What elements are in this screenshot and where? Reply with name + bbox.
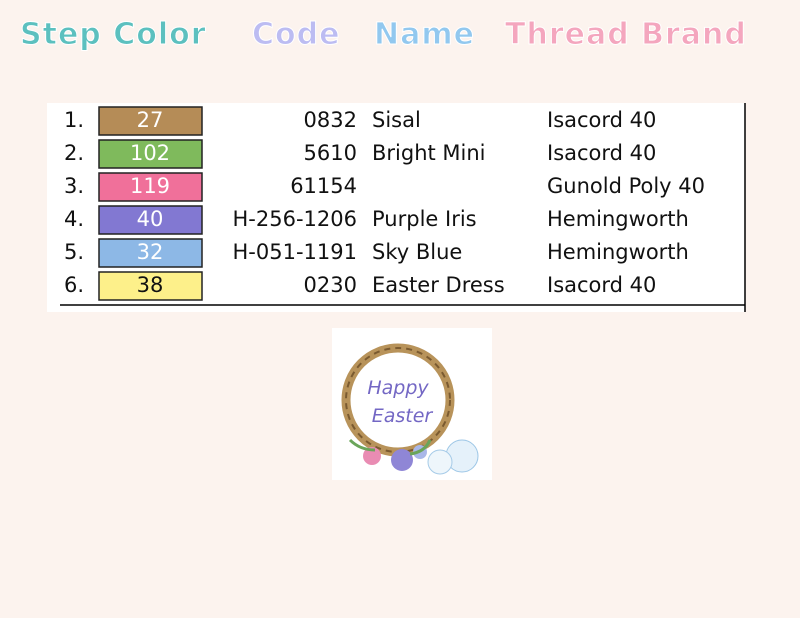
- color-swatch: [98, 106, 203, 136]
- color-swatch: [98, 238, 203, 268]
- step: 2.: [64, 141, 84, 165]
- code: H-256-1206: [233, 207, 357, 231]
- brand: Isacord 40: [547, 141, 656, 165]
- name: Easter Dress: [372, 273, 505, 297]
- brand: Gunold Poly 40: [547, 174, 705, 198]
- flower: [363, 447, 381, 465]
- name: Purple Iris: [372, 207, 477, 231]
- color-swatch: [98, 271, 203, 301]
- color-number: 119: [130, 174, 170, 198]
- code: 0230: [304, 273, 357, 297]
- image-text: Happy: [367, 377, 429, 399]
- name: Sisal: [372, 108, 421, 132]
- name: Bright Mini: [372, 141, 486, 165]
- step: 5.: [64, 240, 84, 264]
- color-swatch: [98, 205, 203, 235]
- header-step-color: Step Color: [20, 17, 207, 52]
- code: H-051-1191: [233, 240, 357, 264]
- table: 1. 27 0832 Sisal Isacord 40 2. 102 5610 Bright M…: [64, 106, 705, 301]
- color-number: 102: [130, 141, 170, 165]
- code: 5610: [304, 141, 357, 165]
- step: 4.: [64, 207, 84, 231]
- leaves: [348, 438, 432, 456]
- color-number: 32: [137, 240, 164, 264]
- header-thread-brand: Thread Brand: [505, 17, 747, 52]
- name: Sky Blue: [372, 240, 462, 264]
- color-number: 40: [137, 207, 164, 231]
- step: 6.: [64, 273, 84, 297]
- step: 3.: [64, 174, 84, 198]
- image-text: Easter: [372, 405, 434, 427]
- brand: Isacord 40: [547, 273, 656, 297]
- color-swatch: [98, 172, 203, 202]
- color-number: 38: [137, 273, 164, 297]
- header-code: Code: [252, 17, 340, 52]
- easter-wreath-image: Happy Easter: [332, 328, 492, 480]
- flower: [391, 449, 413, 471]
- brand: Isacord 40: [547, 108, 656, 132]
- color-swatch: [98, 139, 203, 169]
- code: 61154: [290, 174, 357, 198]
- egg: [427, 449, 453, 475]
- color-number: 27: [137, 108, 164, 132]
- brand: Hemingworth: [547, 240, 689, 264]
- brand: Hemingworth: [547, 207, 689, 231]
- step: 1.: [64, 108, 84, 132]
- code: 0832: [304, 108, 357, 132]
- header-name: Name: [374, 17, 475, 52]
